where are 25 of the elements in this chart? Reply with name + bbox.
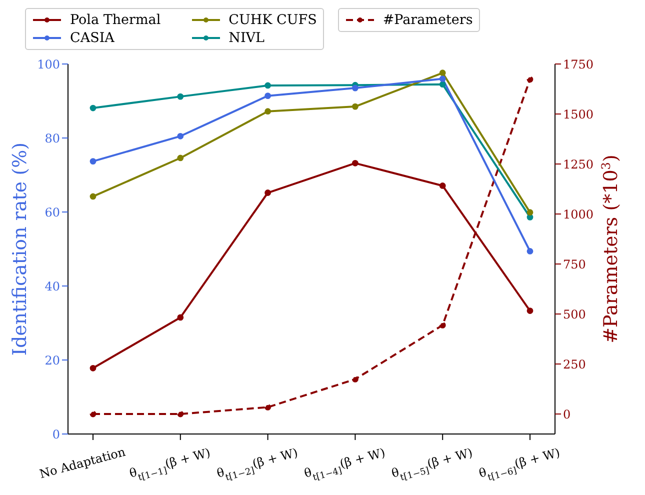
legend-label: CASIA xyxy=(70,30,114,46)
y2-tick-label: 0 xyxy=(563,407,571,422)
y2-tick-label: 250 xyxy=(563,357,586,372)
x-tick-label: θ$_{t[1−5]}$(β + W) xyxy=(390,445,474,484)
x-tick-label: θ$_{t[1−2]}$(β + W) xyxy=(215,445,300,484)
x-tick-label: θ$_{t[1−4]}$(β + W) xyxy=(302,445,387,484)
legend-label: #Parameters xyxy=(382,12,473,28)
legend-label: CUHK CUFS xyxy=(228,12,317,28)
y-tick-label: 40 xyxy=(44,279,60,294)
y-axis-title: Identification rate (%) xyxy=(9,142,31,356)
y2-tick-label: 500 xyxy=(563,307,586,322)
legend-label: NIVL xyxy=(228,30,264,46)
y2-tick-label: 750 xyxy=(563,257,586,272)
y-tick-label: 0 xyxy=(52,427,60,442)
y-tick-label: 80 xyxy=(44,131,60,146)
y2-tick-label: 1500 xyxy=(563,107,594,122)
x-tick-label: θ$_{t[1−6]}$(β + W) xyxy=(477,445,562,484)
y-tick-label: 20 xyxy=(44,353,60,368)
y-tick-label: 100 xyxy=(37,57,60,72)
y2-tick-label: 1250 xyxy=(563,157,594,172)
y2-tick-label: 1750 xyxy=(563,57,594,72)
y-tick-label: 60 xyxy=(44,205,60,220)
y2-tick-label: 1000 xyxy=(563,207,594,222)
legend-label: Pola Thermal xyxy=(70,12,161,28)
x-tick-label: θ$_{t[1−1]}$(β + W) xyxy=(128,445,212,484)
